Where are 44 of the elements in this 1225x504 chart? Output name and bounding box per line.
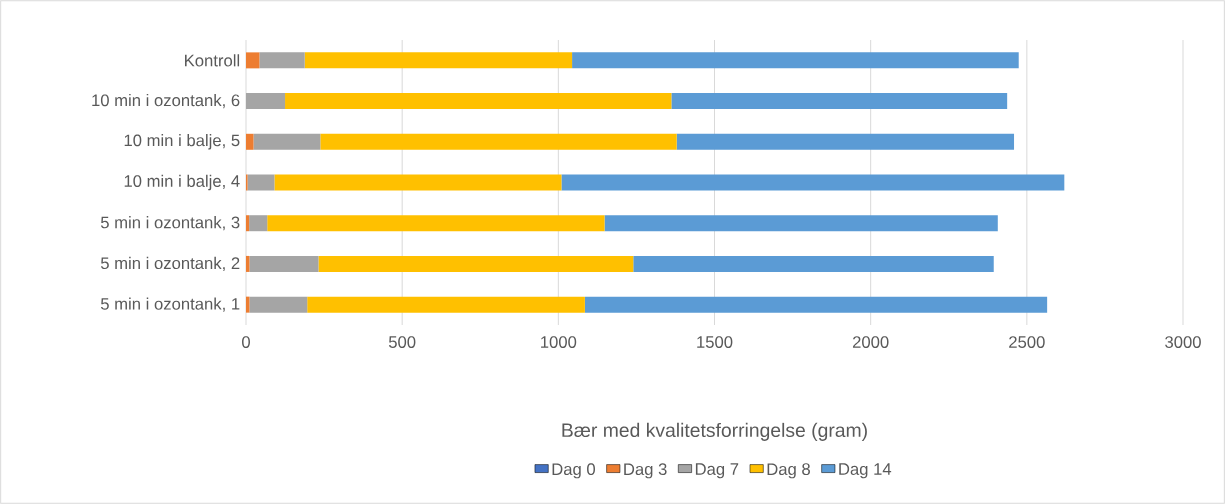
bar [246, 133, 254, 150]
x-axis-title: Bær med kvalitetsforringelse (gram) [562, 422, 867, 441]
legend-label: Dag 14 [839, 463, 892, 479]
bar [274, 174, 562, 191]
y-tick-label: 5 min i ozontank, 3 [100, 216, 240, 231]
bar [247, 174, 275, 191]
bar [249, 255, 319, 272]
bar [304, 52, 573, 69]
bar [246, 215, 250, 232]
y-tick-label: 5 min i ozontank, 1 [100, 297, 240, 312]
legend-label: Dag 7 [695, 463, 739, 479]
bar [572, 52, 1019, 69]
legend-label: Dag 3 [624, 463, 667, 479]
bar [253, 133, 321, 150]
bar [249, 215, 268, 232]
bar [676, 133, 1015, 150]
y-tick-label: 10 min i ozontank, 6 [92, 93, 240, 109]
x-tick-label: 2000 [852, 336, 889, 348]
bar [249, 296, 308, 313]
legend-label: Dag 8 [767, 463, 810, 479]
bar [259, 52, 305, 69]
bar [318, 255, 634, 272]
bar [584, 296, 1048, 313]
bar [307, 296, 585, 313]
bar [671, 93, 1008, 110]
bar [320, 133, 677, 150]
bar [633, 255, 994, 272]
x-tick-label: 0 [242, 336, 250, 348]
y-tick-label: 5 min i ozontank, 2 [100, 256, 240, 272]
x-tick-label: 1000 [541, 336, 577, 348]
bar [267, 215, 605, 232]
y-tick-label: 10 min i balje, 4 [124, 174, 240, 191]
y-tick-label: Kontroll [185, 54, 240, 67]
y-tick-label: 10 min i balje, 5 [124, 134, 240, 150]
x-tick-label: 1500 [697, 336, 733, 348]
legend-label: Dag 0 [552, 463, 596, 479]
x-tick-label: 2500 [1009, 336, 1045, 348]
x-tick-label: 3000 [1165, 336, 1201, 348]
x-tick-label: 500 [388, 336, 416, 348]
bar [561, 174, 1065, 191]
bar [246, 93, 286, 110]
bar [285, 93, 672, 110]
bar [604, 215, 998, 232]
bar [246, 52, 260, 69]
